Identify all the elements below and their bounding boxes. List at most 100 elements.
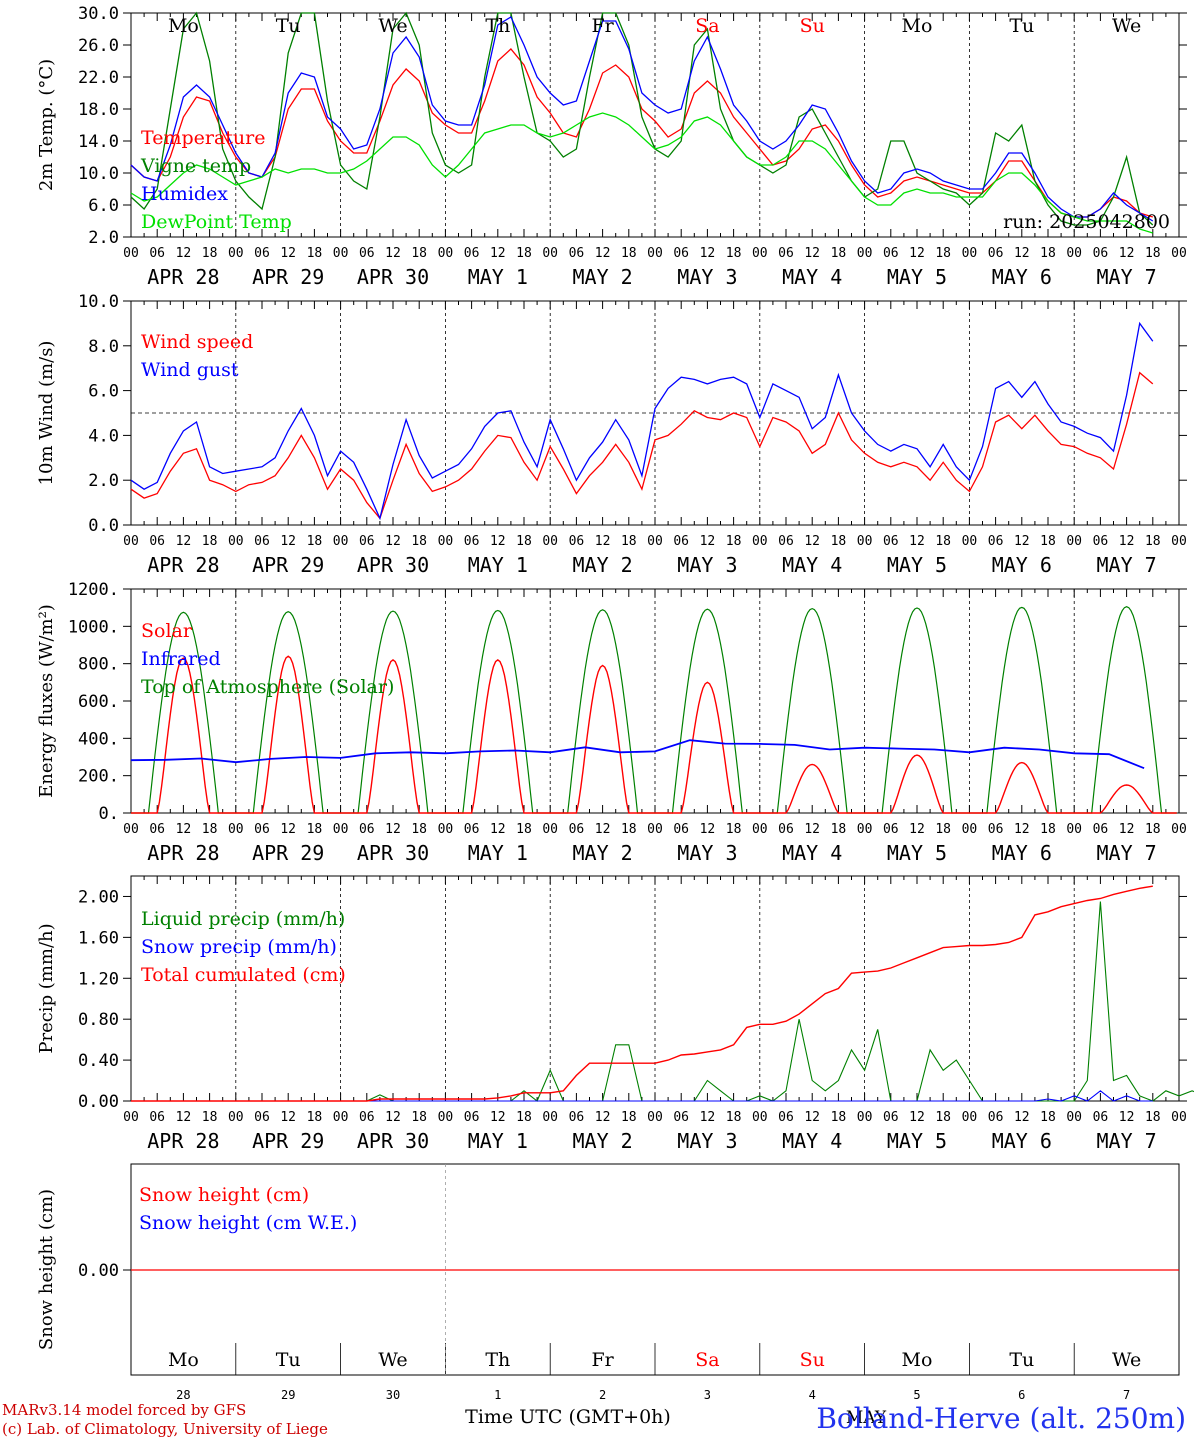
y-tick-label: 0.80 [78, 1010, 119, 1030]
series-line-wind-speed [130, 371, 1154, 520]
hour-tick-label: 18 [831, 1110, 847, 1125]
day-of-week-label: Tu [1009, 15, 1034, 37]
hour-tick-label: 18 [1040, 822, 1056, 837]
hour-tick-label: 00 [333, 1110, 349, 1125]
hour-tick-label: 00 [752, 246, 768, 261]
hour-tick-label: 18 [1040, 534, 1056, 549]
legend-entry: Solar [141, 620, 193, 642]
y-tick-label: 0.0 [88, 516, 119, 536]
hour-tick-label: 06 [359, 1110, 375, 1125]
hour-tick-label: 06 [464, 246, 480, 261]
hour-tick-label: 00 [1171, 534, 1187, 549]
hour-tick-label: 18 [935, 534, 951, 549]
hour-tick-label: 12 [700, 534, 716, 549]
hour-tick-label: 12 [490, 246, 506, 261]
hour-tick-label: 12 [804, 534, 820, 549]
day-of-week-label: We [1112, 1349, 1141, 1371]
y-tick-label: 2.00 [78, 887, 119, 907]
hour-tick-label: 06 [149, 534, 165, 549]
hour-tick-label: 06 [988, 246, 1004, 261]
day-of-week-label: Tu [1009, 1349, 1034, 1371]
hour-tick-label: 06 [464, 822, 480, 837]
series-line-solar [131, 655, 1177, 814]
date-label: APR 29 [252, 1129, 324, 1153]
hour-tick-label: 00 [962, 534, 978, 549]
hour-tick-label: 12 [385, 1110, 401, 1125]
lab-credit: (c) Lab. of Climatology, University of L… [2, 1420, 328, 1438]
hour-tick-label: 00 [542, 1110, 558, 1125]
y-tick-label: 0. [99, 804, 119, 824]
hour-tick-label: 00 [228, 1110, 244, 1125]
day-number-label: 4 [809, 1388, 816, 1402]
hour-tick-label: 00 [752, 1110, 768, 1125]
hour-tick-label: 06 [988, 822, 1004, 837]
y-axis-label: Energy fluxes (W/m²) [36, 604, 57, 798]
legend-entry: Snow precip (mm/h) [141, 936, 337, 958]
date-label: APR 28 [147, 1129, 219, 1153]
day-of-week-label: We [378, 15, 407, 37]
date-label: MAY 6 [992, 1129, 1052, 1153]
hour-tick-label: 12 [1014, 1110, 1030, 1125]
day-of-week-label: Mo [168, 15, 199, 37]
y-tick-label: 2.0 [88, 228, 119, 248]
y-axis-label: Precip (mm/h) [36, 923, 57, 1053]
legend-entry: Vigne temp [140, 155, 251, 177]
hour-tick-label: 06 [569, 246, 585, 261]
date-label: MAY 5 [887, 841, 947, 865]
hour-tick-label: 06 [883, 1110, 899, 1125]
hour-tick-label: 18 [621, 1110, 637, 1125]
y-tick-label: 1.60 [78, 928, 119, 948]
hour-tick-label: 00 [333, 822, 349, 837]
hour-tick-label: 18 [516, 246, 532, 261]
series-line-infrared [130, 739, 1145, 770]
hour-tick-label: 06 [254, 822, 270, 837]
hour-tick-label: 18 [1145, 246, 1161, 261]
hour-tick-label: 12 [280, 822, 296, 837]
day-number-label: 3 [704, 1388, 711, 1402]
hour-tick-label: 00 [962, 246, 978, 261]
legend-entry: Humidex [141, 183, 228, 205]
hour-tick-label: 00 [333, 534, 349, 549]
hour-tick-label: 06 [464, 1110, 480, 1125]
legend-entry: Top of Atmosphere (Solar) [141, 676, 394, 698]
hour-tick-label: 12 [1014, 822, 1030, 837]
hour-tick-label: 18 [726, 534, 742, 549]
hour-tick-label: 00 [647, 246, 663, 261]
hour-tick-label: 12 [176, 534, 192, 549]
date-label: MAY 7 [1096, 1129, 1156, 1153]
date-label: APR 28 [147, 841, 219, 865]
hour-tick-label: 12 [595, 1110, 611, 1125]
hour-tick-label: 18 [516, 534, 532, 549]
day-of-week-label: Mo [168, 1349, 199, 1371]
date-label: APR 30 [357, 1129, 429, 1153]
hour-tick-label: 00 [647, 1110, 663, 1125]
hour-tick-label: 18 [307, 534, 323, 549]
hour-tick-label: 00 [438, 246, 454, 261]
date-label: MAY 6 [992, 265, 1052, 289]
y-tick-label: 0.40 [78, 1051, 119, 1071]
hour-tick-label: 18 [1145, 534, 1161, 549]
hour-tick-label: 12 [1119, 822, 1135, 837]
hour-tick-label: 06 [254, 1110, 270, 1125]
date-label: MAY 6 [992, 553, 1052, 577]
day-of-week-label: Su [800, 1349, 825, 1371]
hour-tick-label: 00 [647, 534, 663, 549]
hour-tick-label: 00 [542, 246, 558, 261]
hour-tick-label: 18 [831, 534, 847, 549]
hour-tick-label: 00 [123, 1110, 139, 1125]
hour-tick-label: 06 [149, 822, 165, 837]
hour-tick-label: 00 [857, 246, 873, 261]
hour-tick-label: 00 [123, 822, 139, 837]
date-label: MAY 4 [782, 553, 842, 577]
hour-tick-label: 06 [883, 246, 899, 261]
series-line-wind-gust [130, 321, 1154, 521]
hour-tick-label: 00 [333, 246, 349, 261]
hour-tick-label: 06 [149, 246, 165, 261]
hour-tick-label: 06 [778, 246, 794, 261]
hour-tick-label: 06 [778, 1110, 794, 1125]
y-tick-label: 30.0 [78, 4, 119, 24]
legend-entry: Total cumulated (cm) [141, 964, 346, 986]
hour-tick-label: 12 [490, 822, 506, 837]
hour-tick-label: 12 [1119, 1110, 1135, 1125]
